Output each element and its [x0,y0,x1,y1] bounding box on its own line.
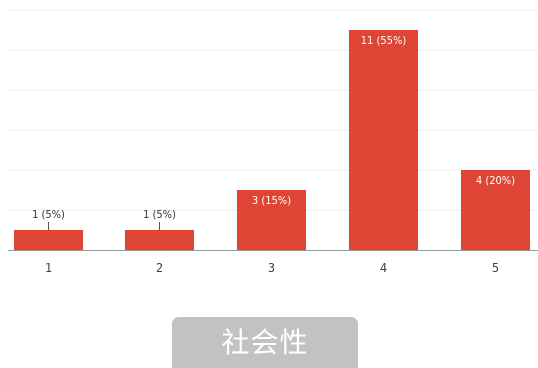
data-label-3: 3 (15%) [252,194,291,207]
bar-1 [14,230,83,250]
chart-title-badge: 社会性 [172,317,358,368]
x-tick-label-3: 3 [268,261,275,275]
data-label-5: 4 (20%) [476,174,515,187]
bar-2 [125,230,194,250]
x-tick-label-1: 1 [45,261,52,275]
x-tick-label-4: 4 [380,261,387,275]
bar-chart: 1 (5%) 1 1 (5%) 2 3 (15%) 3 11 (55%) 4 4 (20%) 5 [8,9,538,275]
x-tick-label-5: 5 [492,261,499,275]
chart-svg: 1 (5%) 1 1 (5%) 2 3 (15%) 3 11 (55%) 4 4 (20%) 5 [8,9,538,275]
bar-3 [237,190,306,250]
data-label-2: 1 (5%) [143,208,176,221]
data-label-4: 11 (55%) [361,34,407,47]
bar-5 [461,170,530,250]
bar-4 [349,30,418,250]
x-tick-label-2: 2 [156,261,163,275]
data-label-1: 1 (5%) [32,208,65,221]
